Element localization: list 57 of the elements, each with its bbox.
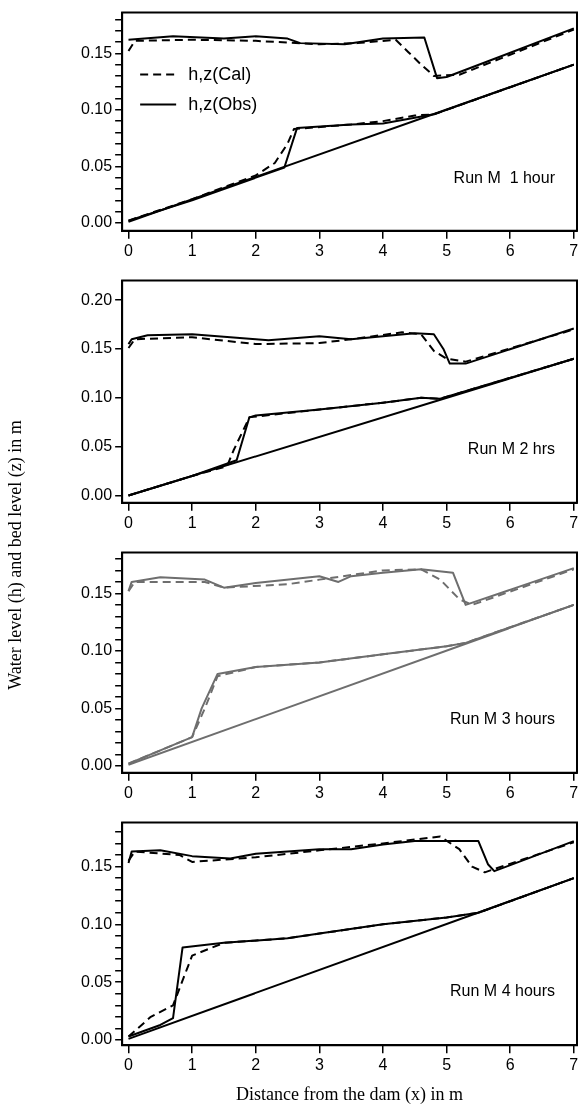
x-tick-label: 3 [314, 1056, 324, 1074]
annotation: Run M 1 hour [453, 168, 556, 186]
x-tick-label: 5 [442, 783, 452, 801]
x-tick-label: 1 [187, 783, 197, 801]
y-tick-label: 0.00 [81, 1030, 113, 1048]
x-tick-label: 7 [569, 241, 579, 259]
x-tick-label: 6 [505, 513, 515, 531]
y-tick-label: 0.00 [81, 756, 113, 774]
x-tick-label: 0 [124, 513, 134, 531]
y-tick-label: 0.15 [81, 339, 113, 357]
y-tick-label: 0.10 [81, 388, 113, 406]
x-tick-label: 5 [442, 1056, 452, 1074]
x-tick-label: 1 [187, 513, 197, 531]
x-tick-label: 5 [442, 513, 452, 531]
x-tick-label: 0 [124, 1056, 134, 1074]
x-tick-label: 3 [314, 513, 324, 531]
y-tick-label: 0.15 [81, 583, 113, 601]
legend-label: h,z(Obs) [188, 93, 258, 114]
y-tick-label: 0.05 [81, 156, 113, 174]
x-tick-label: 6 [505, 1056, 515, 1074]
x-axis-title: Distance from the dam (x) in m [236, 1083, 464, 1105]
x-tick-label: 2 [251, 783, 261, 801]
y-tick-label: 0.00 [81, 213, 113, 231]
x-tick-label: 2 [251, 1056, 261, 1074]
y-tick-label: 0.20 [81, 290, 113, 308]
x-tick-label: 4 [378, 783, 388, 801]
x-tick-label: 0 [124, 241, 134, 259]
y-tick-label: 0.10 [81, 100, 113, 118]
y-tick-label: 0.15 [81, 43, 113, 61]
x-tick-label: 4 [378, 241, 388, 259]
y-tick-label: 0.10 [81, 914, 113, 932]
y-tick-label: 0.00 [81, 485, 113, 503]
y-axis-title: Water level (h) and bed level (z) in m [5, 419, 26, 692]
x-tick-label: 2 [251, 513, 261, 531]
y-tick-label: 0.05 [81, 437, 113, 455]
x-tick-label: 4 [378, 1056, 388, 1074]
x-tick-label: 1 [187, 1056, 197, 1074]
annotation: Run M 4 hours [450, 982, 555, 1000]
x-tick-label: 6 [505, 241, 515, 259]
x-tick-label: 1 [187, 241, 197, 259]
annotation: Run M 3 hours [450, 710, 555, 728]
x-tick-label: 3 [314, 241, 324, 259]
y-tick-label: 0.05 [81, 972, 113, 990]
x-tick-label: 7 [569, 783, 579, 801]
x-tick-label: 5 [442, 241, 452, 259]
x-tick-label: 6 [505, 783, 515, 801]
x-tick-label: 2 [251, 241, 261, 259]
annotation: Run M 2 hrs [467, 439, 555, 457]
x-tick-label: 0 [124, 783, 134, 801]
y-tick-label: 0.15 [81, 856, 113, 874]
y-tick-label: 0.05 [81, 698, 113, 716]
x-tick-label: 3 [314, 783, 324, 801]
x-tick-label: 4 [378, 513, 388, 531]
legend-label: h,z(Cal) [188, 63, 252, 84]
x-tick-label: 7 [569, 1056, 579, 1074]
x-tick-label: 7 [569, 513, 579, 531]
y-tick-label: 0.10 [81, 641, 113, 659]
